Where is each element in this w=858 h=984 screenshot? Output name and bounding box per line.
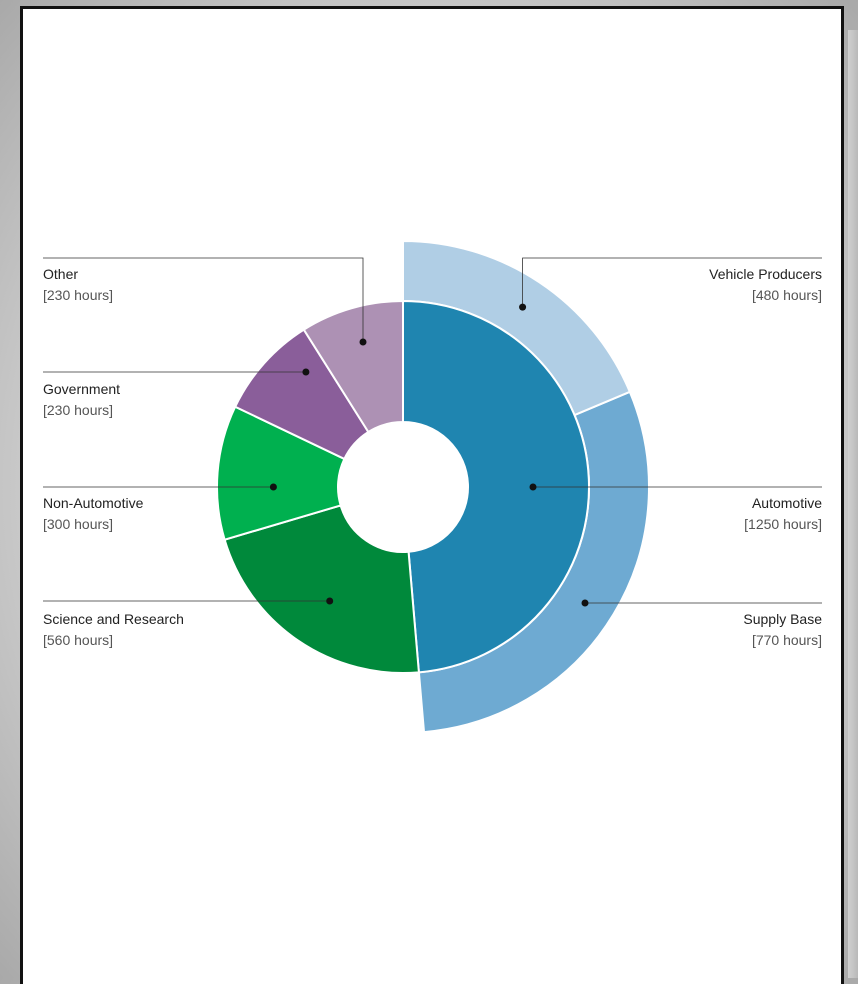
dot-supply-base: [581, 599, 589, 607]
slice-automotive: [402, 299, 590, 674]
dot-government: [302, 368, 310, 376]
dot-vehicle-producers: [519, 303, 527, 311]
leader-other: [43, 257, 364, 342]
label-vehicle-producers: Vehicle Producers: [709, 266, 822, 282]
slice-other: [302, 299, 404, 434]
page-shadow: [848, 30, 858, 978]
dot-non-automotive: [269, 483, 277, 491]
dot-automotive: [529, 483, 537, 491]
value-label-other: [230 hours]: [43, 287, 113, 303]
value-label-supply-base: [770 hours]: [752, 632, 822, 648]
label-automotive: Automotive: [752, 495, 822, 511]
label-science-and-research: Science and Research: [43, 611, 184, 627]
slice-non-automotive: [216, 405, 346, 541]
value-label-automotive: [1250 hours]: [744, 516, 822, 532]
value-label-non-automotive: [300 hours]: [43, 516, 113, 532]
label-other: Other: [43, 266, 78, 282]
dot-other: [359, 338, 367, 346]
value-label-government: [230 hours]: [43, 402, 113, 418]
chart-page: [20, 6, 844, 984]
dot-science-and-research: [326, 597, 334, 605]
label-supply-base: Supply Base: [743, 611, 822, 627]
label-government: Government: [43, 381, 120, 397]
value-label-vehicle-producers: [480 hours]: [752, 287, 822, 303]
value-label-science-and-research: [560 hours]: [43, 632, 113, 648]
leader-vehicle-producers: [522, 257, 822, 308]
slice-science-and-research: [223, 504, 420, 674]
label-non-automotive: Non-Automotive: [43, 495, 144, 511]
